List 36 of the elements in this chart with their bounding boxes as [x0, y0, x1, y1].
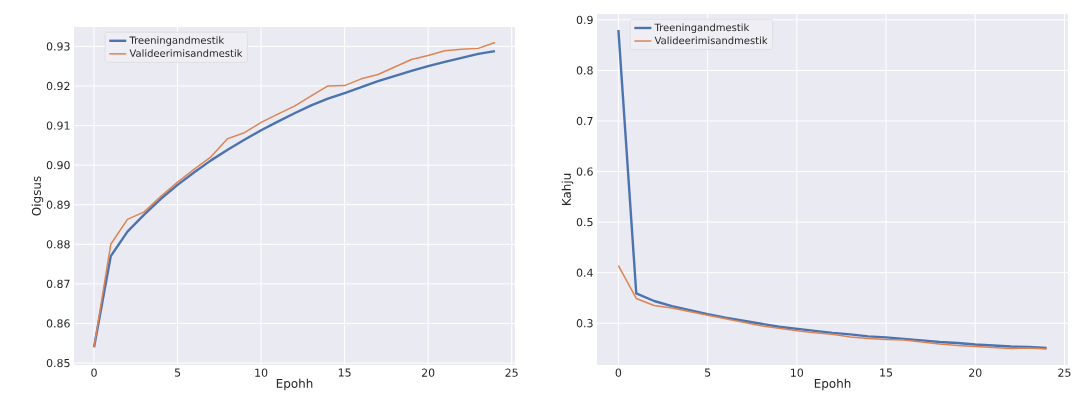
- y-tick-label: 0.91: [46, 121, 70, 130]
- y-tick-label: 0.5: [576, 217, 593, 227]
- legend-label: Treeningandmestik: [654, 23, 750, 34]
- x-axis-title: Epohh: [814, 378, 851, 391]
- y-tick-label: 0.86: [46, 319, 70, 328]
- y-tick-label: 0.92: [46, 81, 70, 91]
- legend-label: Valideerimisandmestik: [129, 49, 243, 58]
- x-tick-label: 20: [421, 368, 435, 377]
- x-tick-label: 15: [880, 368, 893, 377]
- x-tick-label: 5: [704, 368, 711, 377]
- x-tick-label: 0: [91, 368, 97, 377]
- y-tick-label: 0.3: [576, 319, 593, 328]
- x-tick-label: 10: [791, 368, 804, 377]
- x-axis-title: Epohh: [276, 378, 313, 391]
- x-tick-label: 10: [255, 368, 268, 377]
- y-tick-label: 0.7: [576, 116, 593, 126]
- x-tick-label: 15: [338, 368, 351, 377]
- y-tick-label: 0.87: [46, 279, 70, 289]
- y-tick-label: 0.89: [46, 200, 70, 209]
- x-tick-label: 20: [969, 368, 982, 377]
- y-tick-label: 0.85: [46, 358, 70, 368]
- y-tick-label: 0.8: [576, 66, 593, 75]
- y-axis-title: Oigsus: [31, 176, 44, 216]
- y-tick-label: 0.90: [46, 160, 70, 170]
- y-axis-title: Kahju: [561, 173, 574, 206]
- x-tick-label: 0: [615, 368, 622, 377]
- x-tick-label: 25: [1058, 368, 1071, 377]
- y-tick-label: 0.88: [46, 240, 70, 249]
- y-tick-label: 0.9: [576, 15, 593, 25]
- x-tick-label: 5: [174, 368, 181, 377]
- y-tick-label: 0.93: [46, 42, 70, 51]
- legend-label: Treeningandmestik: [129, 36, 225, 46]
- x-tick-label: 25: [505, 368, 518, 377]
- legend-label: Valideerimisandmestik: [654, 36, 768, 45]
- y-tick-label: 0.6: [576, 167, 593, 176]
- y-tick-label: 0.4: [576, 268, 593, 277]
